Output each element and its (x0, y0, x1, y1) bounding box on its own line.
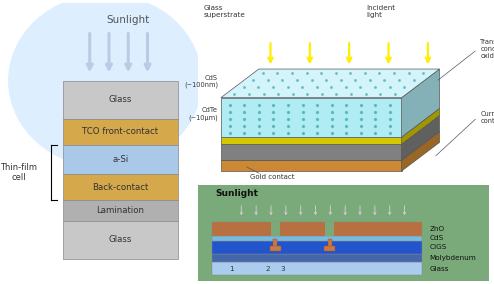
Bar (63, 221, 178, 259)
Bar (63, 81, 178, 119)
Text: Glass: Glass (109, 95, 132, 104)
Text: Lamination: Lamination (96, 206, 145, 215)
Text: Sunlight: Sunlight (107, 14, 150, 24)
Polygon shape (221, 144, 402, 160)
Text: TCO front-contact: TCO front-contact (82, 127, 159, 136)
Text: Current
cont.: Current cont. (480, 111, 494, 124)
Text: CdS
(~100nm): CdS (~100nm) (184, 75, 218, 88)
Bar (212, 262, 422, 275)
Bar (212, 235, 422, 241)
Bar (273, 239, 277, 250)
Bar (326, 222, 334, 235)
Bar (212, 241, 422, 254)
Text: Gold contact: Gold contact (250, 174, 294, 180)
Bar (63, 119, 178, 145)
Bar (63, 201, 178, 221)
Text: Molybdenum: Molybdenum (429, 255, 476, 261)
Text: Incident
light: Incident light (367, 5, 396, 18)
Polygon shape (402, 116, 440, 160)
Polygon shape (402, 132, 440, 171)
Bar (324, 246, 335, 250)
Text: CIGS: CIGS (429, 244, 447, 250)
Text: CdTe
(~10μm): CdTe (~10μm) (188, 107, 218, 120)
Text: Back-contact: Back-contact (92, 183, 149, 192)
Polygon shape (402, 108, 440, 144)
Polygon shape (221, 98, 402, 137)
Bar (328, 239, 332, 250)
Text: 2: 2 (266, 266, 270, 272)
Text: CdS: CdS (429, 235, 444, 241)
Polygon shape (221, 160, 402, 171)
Text: ZnO: ZnO (429, 226, 445, 232)
Text: 1: 1 (229, 266, 234, 272)
Text: Sunlight: Sunlight (215, 189, 258, 198)
Ellipse shape (9, 0, 202, 167)
Text: Glass: Glass (429, 266, 449, 272)
Text: 3: 3 (280, 266, 285, 272)
Text: Glass: Glass (109, 235, 132, 245)
Bar (212, 254, 422, 262)
Text: Transparent
conducting
oxide: Transparent conducting oxide (480, 39, 494, 59)
Polygon shape (221, 69, 440, 98)
Polygon shape (402, 69, 440, 137)
Bar (212, 222, 422, 235)
Bar (63, 174, 178, 201)
Text: Glass
superstrate: Glass superstrate (204, 5, 246, 18)
Text: a-Si: a-Si (113, 155, 128, 164)
Bar (271, 222, 280, 235)
Polygon shape (221, 137, 402, 144)
Text: Thin-film
cell: Thin-film cell (0, 163, 37, 182)
Bar (270, 246, 281, 250)
Bar (63, 145, 178, 174)
